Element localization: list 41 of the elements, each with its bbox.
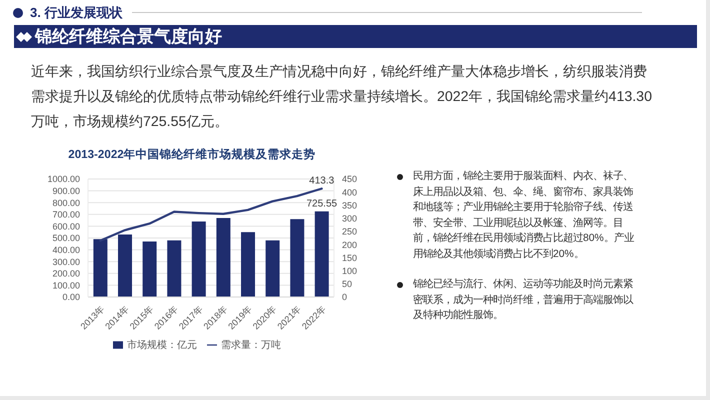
title-banner: 锦纶纤维综合景气度向好 [14, 25, 697, 48]
bar [118, 234, 132, 297]
bar [93, 239, 108, 297]
y2-tick-label: 300 [342, 214, 358, 224]
text: 3. 行业发展现状 [30, 4, 122, 22]
y-tick-label: 400.00 [52, 244, 80, 255]
y-tick-label: 1000.00 [47, 174, 80, 184]
bar [314, 211, 329, 297]
bar [290, 219, 304, 297]
y2-tick-label: 150 [342, 252, 358, 263]
y-tick-label: 600.00 [52, 221, 80, 232]
y2-tick-label: 250 [342, 226, 358, 237]
bar [266, 240, 280, 297]
y-tick-label: 0.00 [62, 292, 80, 302]
legend-label: 市场规模：亿元 [127, 340, 197, 351]
y-tick-label: 800.00 [52, 198, 80, 208]
y2-tick-label: 200 [342, 240, 358, 250]
y2-tick-label: 450 [342, 174, 358, 184]
data-label: 413.3 [309, 176, 335, 187]
y-tick-label: 300.00 [52, 256, 80, 267]
legend-label: 需求量：万吨 [221, 340, 281, 351]
y2-tick-label: 100 [342, 266, 358, 276]
y2-tick-label: 400 [342, 187, 358, 198]
y-tick-label: 100.00 [52, 280, 80, 290]
bar [241, 232, 256, 297]
data-label: 725.55 [306, 198, 338, 210]
y-tick-label: 900.00 [52, 186, 80, 196]
text: 民用方面，锦纶主要用于服装面料、内衣、袜子、床上用品以及箱、包、伞、绳、窗帘布、家具装饰和地毯等；产业用锦纶主要用于轮胎帘子线、传送带、安全带、工业用呢毡以及帐篷、渔网等。目前，锦纶纤维在民用领域消费占比超过80%。产业用锦纶及其他领域消费占比不到20%。 [413, 169, 635, 262]
y2-tick-label: 350 [342, 200, 358, 210]
bar [192, 221, 206, 297]
y-tick-label: 500.00 [52, 233, 80, 244]
text: 锦纶已经与流行、休闲、运动等功能及时尚元素紧密联系，成为一种时尚纤维，普遍用于高端服饰以及特种功能性服饰。 [413, 277, 634, 323]
bar [142, 242, 157, 297]
y-tick-label: 700.00 [52, 210, 80, 220]
chart-title: 2013-2022年中国锦纶纤维市场规模及需求走势 [67, 148, 317, 162]
y2-tick-label: 0 [342, 292, 348, 302]
y-tick-label: 200.00 [52, 268, 80, 279]
y2-tick-label: 50 [342, 279, 352, 290]
text: 近年来，我国纺织行业综合景气度及生产情况稳中向好，锦纶纤维产量大体稳步增长，纺织服装消费需求提升以及锦纶的优质特点带动锦纶纤维行业需求量持续增长。2022年，我国锦纶需求量约413.30万吨，市场规模约725.55亿元。 [31, 63, 653, 132]
bar [167, 240, 182, 297]
bar [216, 218, 230, 297]
